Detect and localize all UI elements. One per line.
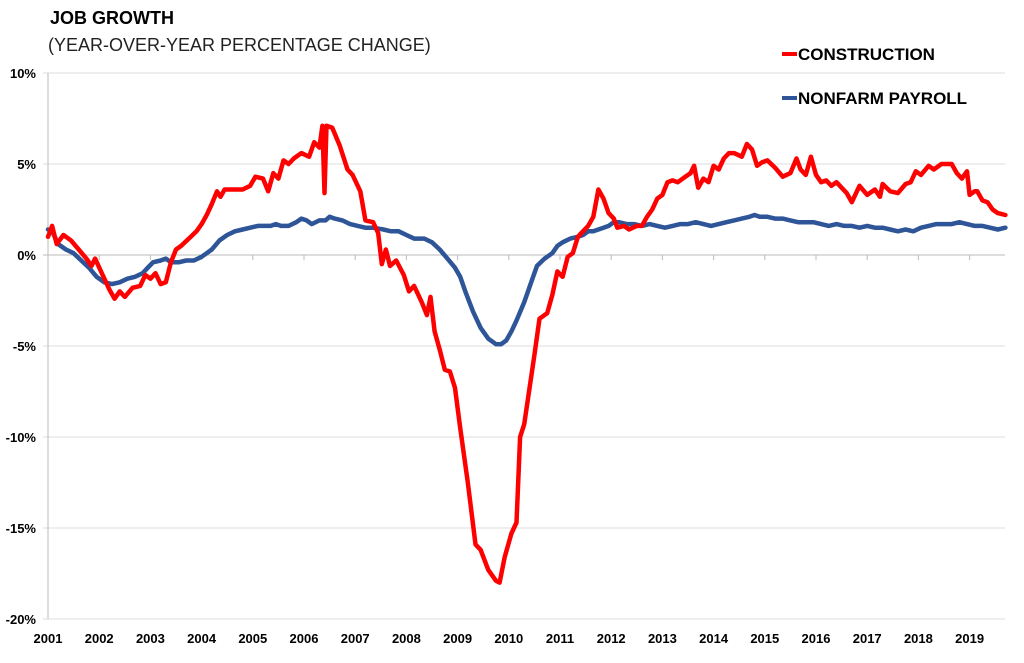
x-tick-label: 2013 xyxy=(648,631,677,646)
x-tick-label: 2014 xyxy=(699,631,729,646)
y-tick-label: -10% xyxy=(6,430,37,445)
x-tick-label: 2008 xyxy=(392,631,421,646)
x-tick-label: 2017 xyxy=(853,631,882,646)
x-tick-label: 2006 xyxy=(290,631,319,646)
x-tick-label: 2003 xyxy=(136,631,165,646)
x-tick-label: 2002 xyxy=(85,631,114,646)
y-tick-label: -5% xyxy=(13,339,37,354)
series-lines xyxy=(45,123,1008,585)
x-tick-label: 2016 xyxy=(802,631,831,646)
y-tick-label: 0% xyxy=(17,248,36,263)
x-tick-label: 2012 xyxy=(597,631,626,646)
x-axis: 2001 2002 2003 2004 2005 2006 2007 2008 2009 2010… xyxy=(34,254,1005,646)
y-tick-label: -15% xyxy=(6,521,37,536)
x-tick-label: 2009 xyxy=(443,631,472,646)
x-tick-label: 2018 xyxy=(904,631,933,646)
gridlines xyxy=(43,72,1005,620)
x-tick-label: 2004 xyxy=(187,631,217,646)
x-tick-label: 2005 xyxy=(238,631,267,646)
legend-item-construction: CONSTRUCTION xyxy=(782,45,935,64)
chart-title: JOB GROWTH xyxy=(50,8,174,28)
y-tick-label: 5% xyxy=(17,157,36,172)
series-line-nonfarm-payroll xyxy=(45,212,1008,347)
x-tick-label: 2010 xyxy=(494,631,523,646)
legend-label-construction: CONSTRUCTION xyxy=(798,45,935,64)
legend-label-nonfarm-payroll: NONFARM PAYROLL xyxy=(798,89,967,108)
legend-item-nonfarm-payroll: NONFARM PAYROLL xyxy=(782,89,967,108)
y-tick-label: -20% xyxy=(6,612,37,627)
x-tick-label: 2011 xyxy=(546,631,574,646)
x-tick-label: 2007 xyxy=(341,631,370,646)
series-line-construction xyxy=(45,123,1008,585)
x-tick-label: 2015 xyxy=(750,631,779,646)
x-tick-label: 2019 xyxy=(955,631,984,646)
y-axis: 10% 5% 0% -5% -10% -15% -20% xyxy=(6,66,49,627)
chart-subtitle: (YEAR-OVER-YEAR PERCENTAGE CHANGE) xyxy=(48,35,431,55)
y-tick-label: 10% xyxy=(10,66,36,81)
x-tick-label: 2001 xyxy=(34,631,63,646)
legend: CONSTRUCTION NONFARM PAYROLL xyxy=(782,45,967,108)
